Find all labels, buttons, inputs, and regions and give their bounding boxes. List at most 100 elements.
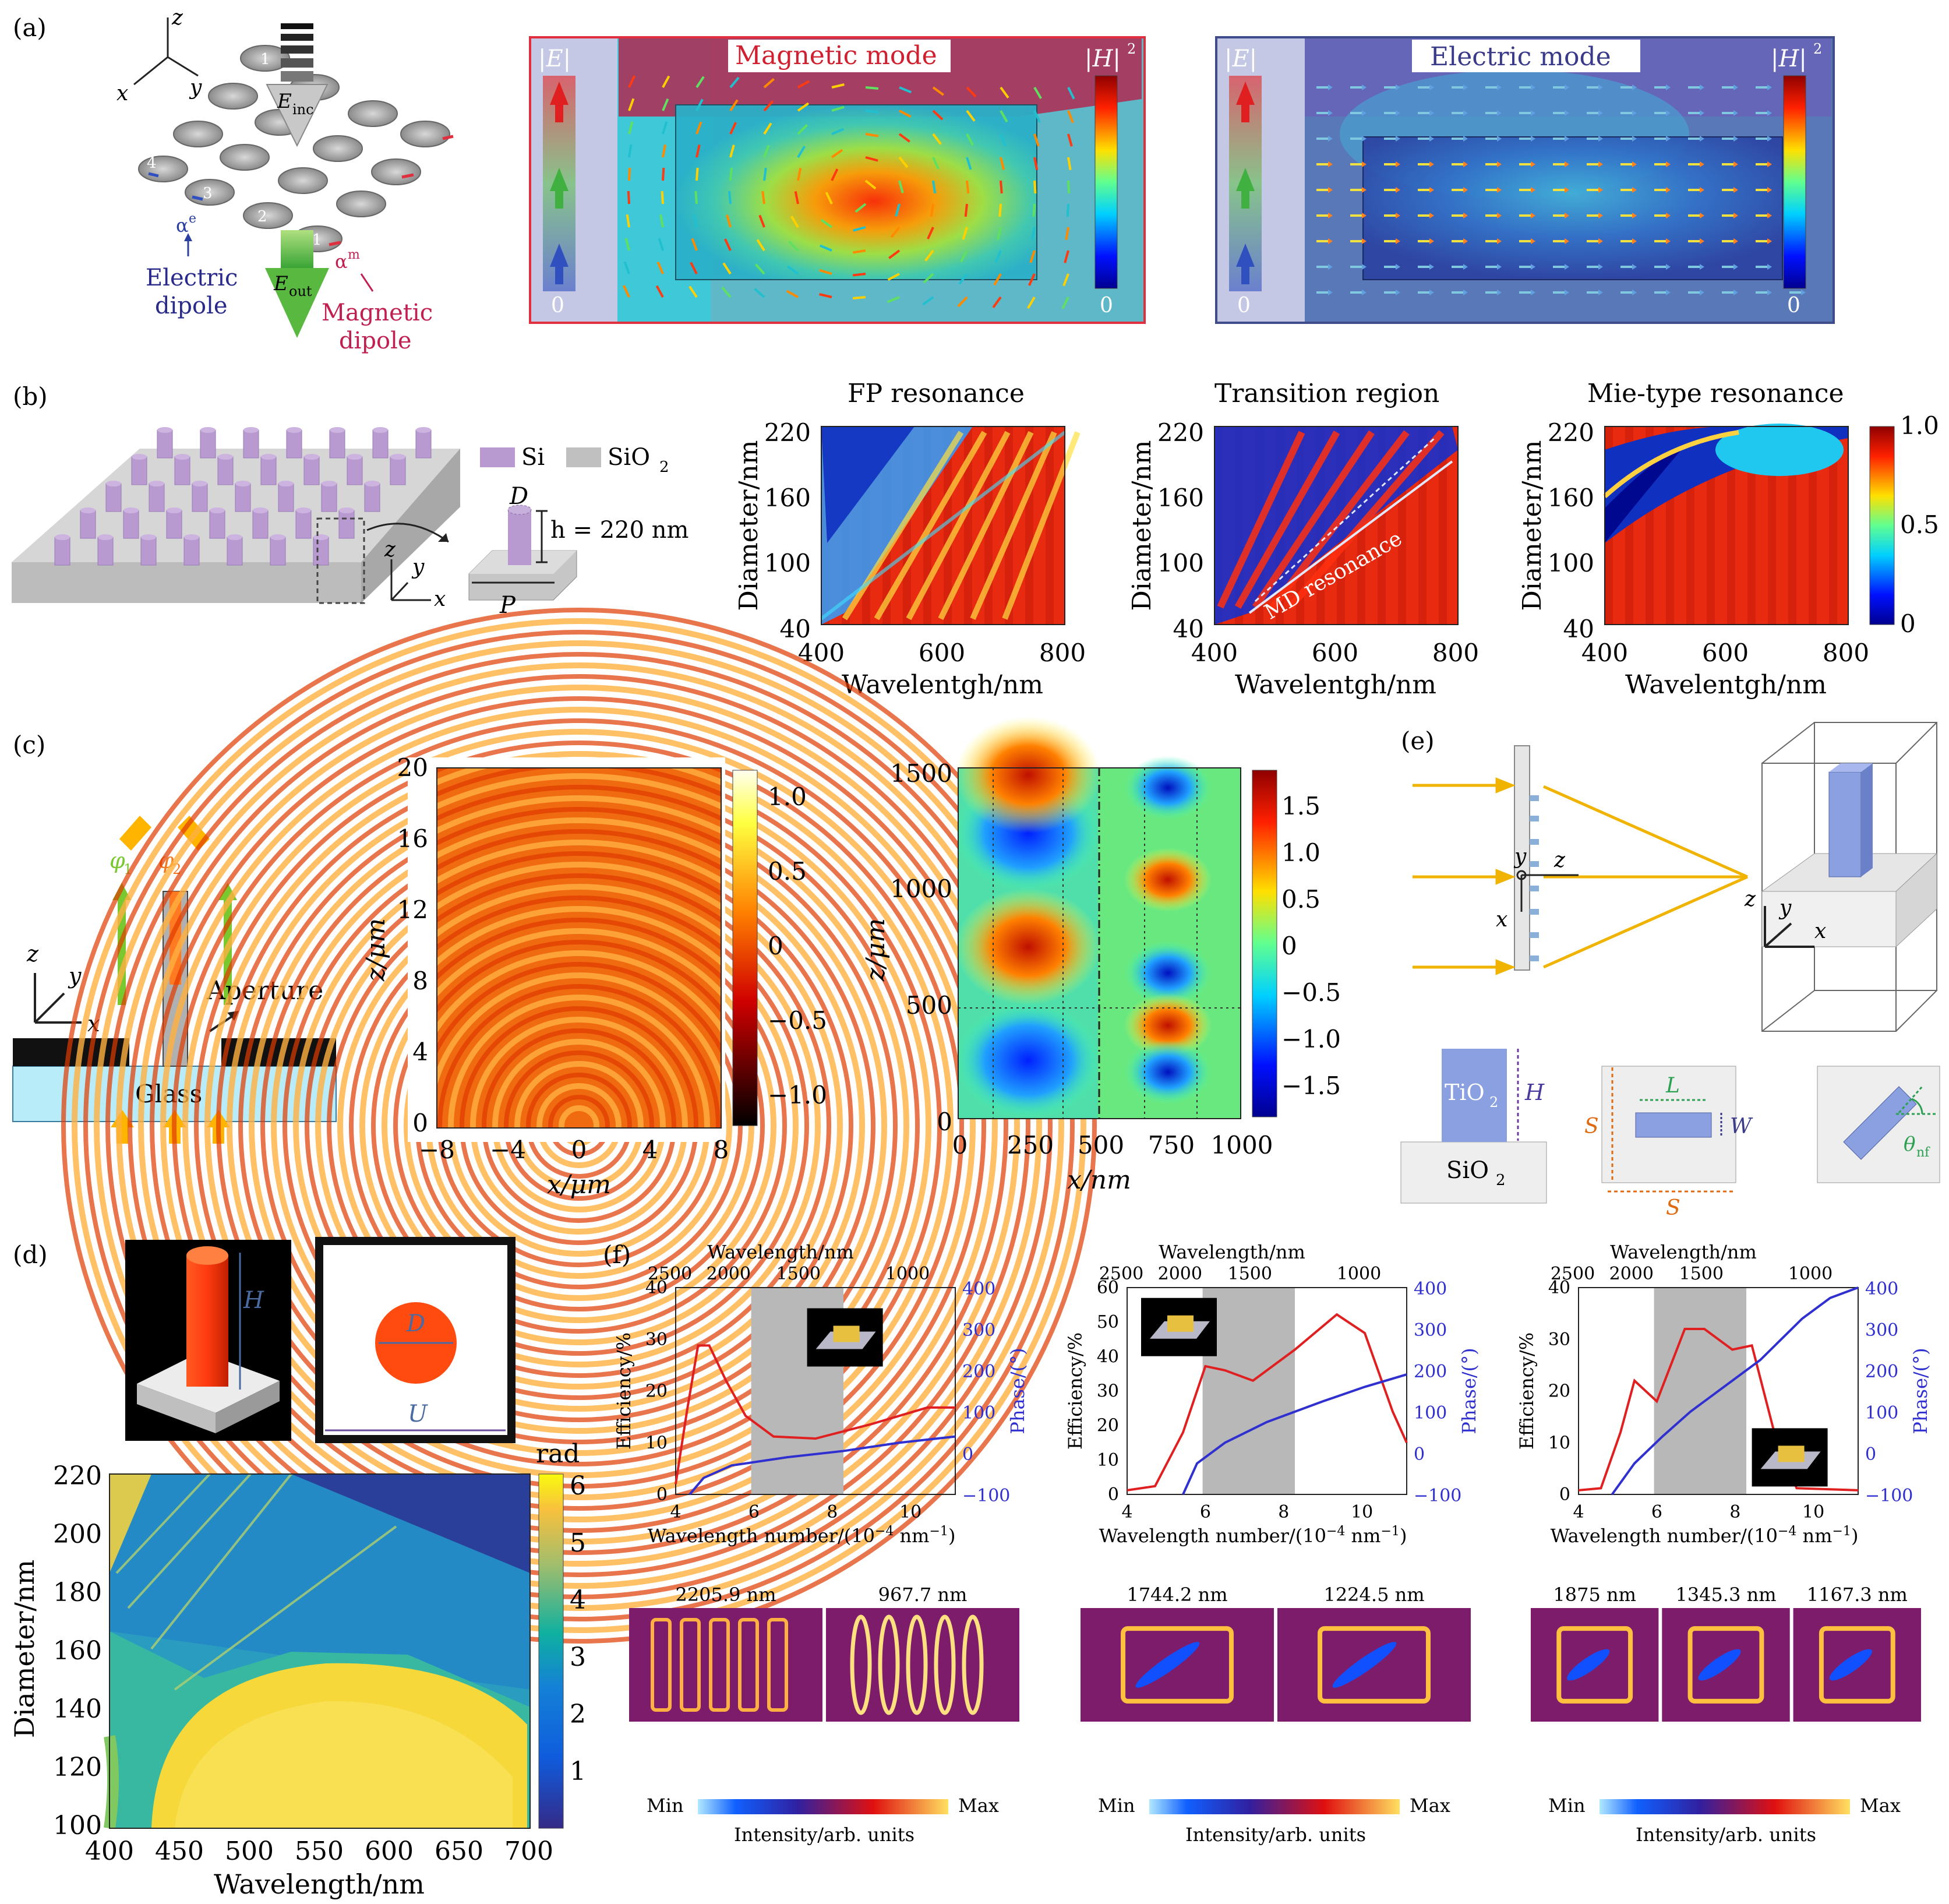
inset-gold <box>1167 1315 1194 1332</box>
si-pillar-top <box>80 507 96 513</box>
map-band <box>1217 431 1305 609</box>
field-arrow-head <box>1565 161 1569 167</box>
colorbar-tick: 3 <box>570 1642 586 1672</box>
field-arrow-head <box>1531 238 1535 244</box>
si-pillar-top <box>227 534 242 540</box>
si-pillar <box>321 483 337 512</box>
y-tick: 40 <box>645 1278 668 1298</box>
wave-ring <box>371 918 787 1334</box>
field-arrow <box>695 121 702 135</box>
shaded-band <box>1654 1288 1746 1494</box>
si-pillar <box>227 537 243 566</box>
field-hotspot <box>1819 1626 1895 1704</box>
field-arrow <box>1062 273 1069 287</box>
colorbar-tick: 1 <box>570 1757 586 1786</box>
map-stripe <box>1788 426 1796 625</box>
wave-ring <box>492 1039 666 1212</box>
map-band <box>150 1473 292 1650</box>
field-arrow <box>957 296 968 308</box>
arrow-icon <box>360 273 374 292</box>
colorbar-tick: 0 <box>1281 932 1297 960</box>
map-title: Transition region <box>1214 379 1439 408</box>
field-arrow-head <box>1565 136 1569 142</box>
panel-label-b: (b) <box>13 382 48 411</box>
field-arrow <box>932 133 942 145</box>
field-arrow <box>864 179 877 190</box>
field-arrow-head <box>1429 213 1434 218</box>
field-arrow-head <box>1328 238 1333 244</box>
intensity-label: Intensity/arb. units <box>734 1824 915 1846</box>
axis-y: y <box>1513 845 1527 869</box>
si-pillar <box>295 510 312 539</box>
si-pillar <box>270 537 286 566</box>
field-arrow-head <box>1565 290 1569 295</box>
field-arrow <box>1000 86 1009 98</box>
top-axis-label: Wavelength/nm <box>1159 1241 1305 1263</box>
field-arrow <box>899 86 912 94</box>
field-arrow <box>825 192 833 204</box>
field-arrow-head <box>1531 110 1535 116</box>
wave-ring <box>150 696 1008 1555</box>
x-axis-label: Wavelentgh/nm <box>1625 670 1827 700</box>
wave-ring <box>238 785 920 1466</box>
tio2-label: TiO <box>1445 1080 1485 1105</box>
field-wavelength-label: 1224.5 nm <box>1323 1584 1424 1606</box>
field-arrow-head <box>1598 136 1603 142</box>
wave-ring <box>559 1105 599 1146</box>
si-pillar <box>54 537 70 566</box>
si-pillar-top <box>278 481 294 486</box>
intensity-colorbar <box>698 1799 948 1814</box>
field-arrow <box>763 144 770 158</box>
y-tick: 20 <box>645 1381 668 1402</box>
field-arrow <box>887 296 900 304</box>
magnetic-mode-panel: Magnetic mode |E| 0 |H| 2 0 <box>529 36 1146 324</box>
field-arrow <box>923 273 934 284</box>
field-arrow-head <box>1531 136 1535 142</box>
field-wavelength-label: 1875 nm <box>1553 1584 1636 1606</box>
field-arrow-head <box>1632 136 1637 142</box>
field-arrow-head <box>1632 290 1637 295</box>
y-tick: 40 <box>780 615 811 643</box>
x-tick: 500 <box>225 1836 274 1866</box>
x-tick: 4 <box>670 1502 681 1522</box>
field-arrow <box>790 216 799 228</box>
x-tick: 400 <box>85 1836 134 1866</box>
field-arrow-head <box>1733 187 1738 193</box>
intensity-colorbar <box>1600 1799 1850 1814</box>
y-tick: 160 <box>53 1636 102 1666</box>
field-arrow-head <box>1463 264 1468 270</box>
top-tick: 1000 <box>1337 1264 1381 1284</box>
field-arrow-head <box>1598 187 1603 193</box>
alpha-m-sup: m <box>348 248 360 262</box>
field-arrow-head <box>1497 110 1502 116</box>
axes-icon <box>1764 906 1814 948</box>
field-arrow <box>656 261 664 274</box>
y-tick: 100 <box>53 1811 102 1840</box>
field-arrow <box>898 180 904 193</box>
y2-tick: 100 <box>1414 1403 1447 1423</box>
axis-y: y <box>189 76 202 100</box>
field-arrow-head <box>1497 84 1502 90</box>
y2-tick: 200 <box>962 1362 995 1382</box>
field-arrow <box>797 146 806 158</box>
axis-x: x <box>434 587 446 611</box>
map-band <box>820 431 1066 620</box>
field-arrow <box>729 122 737 135</box>
colorbar-tick: 0 <box>1900 609 1916 638</box>
y-axis-label: Diameter/nm <box>734 440 764 611</box>
colorbar-zero: 0 <box>551 294 564 318</box>
field-arrow <box>1065 227 1069 241</box>
y-tick: 30 <box>645 1330 668 1350</box>
field-arrow <box>831 128 845 135</box>
x-tick: 500 <box>1078 1131 1124 1159</box>
y2-tick: 300 <box>1414 1320 1447 1341</box>
y-tick: 20 <box>397 753 428 782</box>
field-arrow-head <box>1632 213 1637 218</box>
field-arrow-head <box>1666 264 1671 270</box>
field-arrow <box>786 290 799 298</box>
field-arrow <box>628 121 634 135</box>
disk-number: 2 <box>257 208 267 225</box>
field-arrow-head <box>1733 238 1738 244</box>
